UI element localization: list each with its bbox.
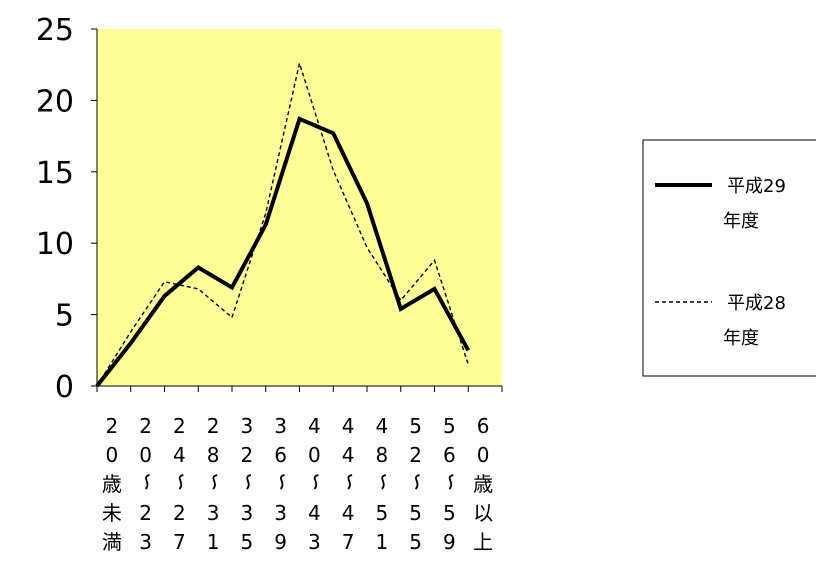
x-tick-label: 6 — [443, 443, 456, 467]
x-tick-tilde-mark — [414, 474, 420, 490]
x-tick-label: 3 — [139, 530, 152, 554]
x-tick-label: 1 — [207, 530, 220, 554]
x-tick-label: 2 — [139, 501, 152, 525]
x-tick-label: 4 — [308, 501, 321, 525]
x-tick-label: 上 — [473, 530, 493, 554]
x-tick-label: 3 — [274, 501, 287, 525]
x-tick-label: 2 — [207, 414, 220, 438]
x-tick-label: 3 — [274, 414, 287, 438]
x-tick-label: 5 — [376, 501, 389, 525]
x-tick-label: 0 — [308, 443, 321, 467]
x-tick-label: 7 — [342, 530, 355, 554]
x-tick-label: 3 — [241, 501, 254, 525]
x-tick-label: 0 — [106, 443, 119, 467]
x-tick-tilde-mark — [144, 474, 150, 490]
x-tick-tilde-mark — [178, 474, 184, 490]
x-tick-label: 8 — [376, 443, 389, 467]
x-tick-label: 6 — [477, 414, 490, 438]
y-tick-label: 0 — [55, 370, 74, 405]
x-tick-label: 7 — [173, 530, 186, 554]
y-tick-label: 20 — [36, 84, 74, 119]
x-tick-label: 5 — [409, 530, 422, 554]
x-tick-label: 4 — [342, 414, 355, 438]
y-tick-label: 25 — [36, 13, 74, 48]
x-tick-label: 5 — [443, 501, 456, 525]
x-tick-label: 2 — [106, 414, 119, 438]
x-tick-tilde-mark — [347, 474, 353, 490]
x-tick-label: 4 — [342, 443, 355, 467]
x-tick-label: 5 — [241, 530, 254, 554]
x-tick-label: 4 — [308, 414, 321, 438]
x-tick-label: 満 — [102, 530, 122, 554]
x-tick-label: 5 — [409, 501, 422, 525]
x-tick-label: 以 — [473, 501, 493, 525]
x-tick-tilde-mark — [246, 474, 252, 490]
legend-label: 平成29 — [727, 176, 786, 197]
x-tick-label: 3 — [207, 501, 220, 525]
x-tick-label: 2 — [139, 414, 152, 438]
x-tick-tilde-mark — [448, 474, 454, 490]
x-tick-label: 2 — [173, 501, 186, 525]
x-tick-tilde-mark — [212, 474, 218, 490]
x-axis: 20歳未満20232427283132353639404344474851525… — [96, 385, 503, 554]
legend-label: 年度 — [723, 328, 759, 349]
x-tick-label: 3 — [308, 530, 321, 554]
x-tick-label: 0 — [477, 443, 490, 467]
x-tick-label: 2 — [409, 443, 422, 467]
x-tick-label: 9 — [443, 530, 456, 554]
x-tick-label: 6 — [274, 443, 287, 467]
x-tick-label: 4 — [173, 443, 186, 467]
x-tick-label: 0 — [139, 443, 152, 467]
legend-box — [642, 139, 816, 377]
legend-item-1: 平成29 年度 — [655, 176, 786, 232]
y-tick-label: 5 — [55, 299, 74, 334]
series-line-1 — [95, 116, 471, 388]
series-line-2 — [96, 60, 469, 387]
x-tick-label: 歳 — [102, 472, 122, 496]
x-tick-label: 1 — [376, 530, 389, 554]
x-tick-label: 5 — [409, 414, 422, 438]
legend-item-2: 平成28 年度 — [655, 293, 786, 349]
y-tick-label: 10 — [36, 227, 74, 262]
legend-label: 平成28 — [727, 293, 786, 314]
x-tick-label: 4 — [342, 501, 355, 525]
x-tick-label: 2 — [173, 414, 186, 438]
x-tick-tilde-mark — [279, 474, 285, 490]
x-tick-label: 未 — [102, 501, 122, 525]
x-tick-label: 5 — [443, 414, 456, 438]
x-tick-label: 8 — [207, 443, 220, 467]
legend-label: 年度 — [723, 211, 759, 232]
y-tick-label: 15 — [36, 156, 74, 191]
x-tick-label: 4 — [376, 414, 389, 438]
x-tick-tilde-mark — [313, 474, 319, 490]
plot-area — [97, 29, 502, 386]
x-tick-label: 2 — [241, 443, 254, 467]
y-axis: 0 5 10 15 20 25 — [36, 13, 98, 405]
x-tick-label: 3 — [241, 414, 254, 438]
series-layer — [95, 60, 471, 388]
x-tick-label: 歳 — [473, 472, 493, 496]
x-tick-label: 9 — [274, 530, 287, 554]
x-tick-tilde-mark — [381, 474, 387, 490]
